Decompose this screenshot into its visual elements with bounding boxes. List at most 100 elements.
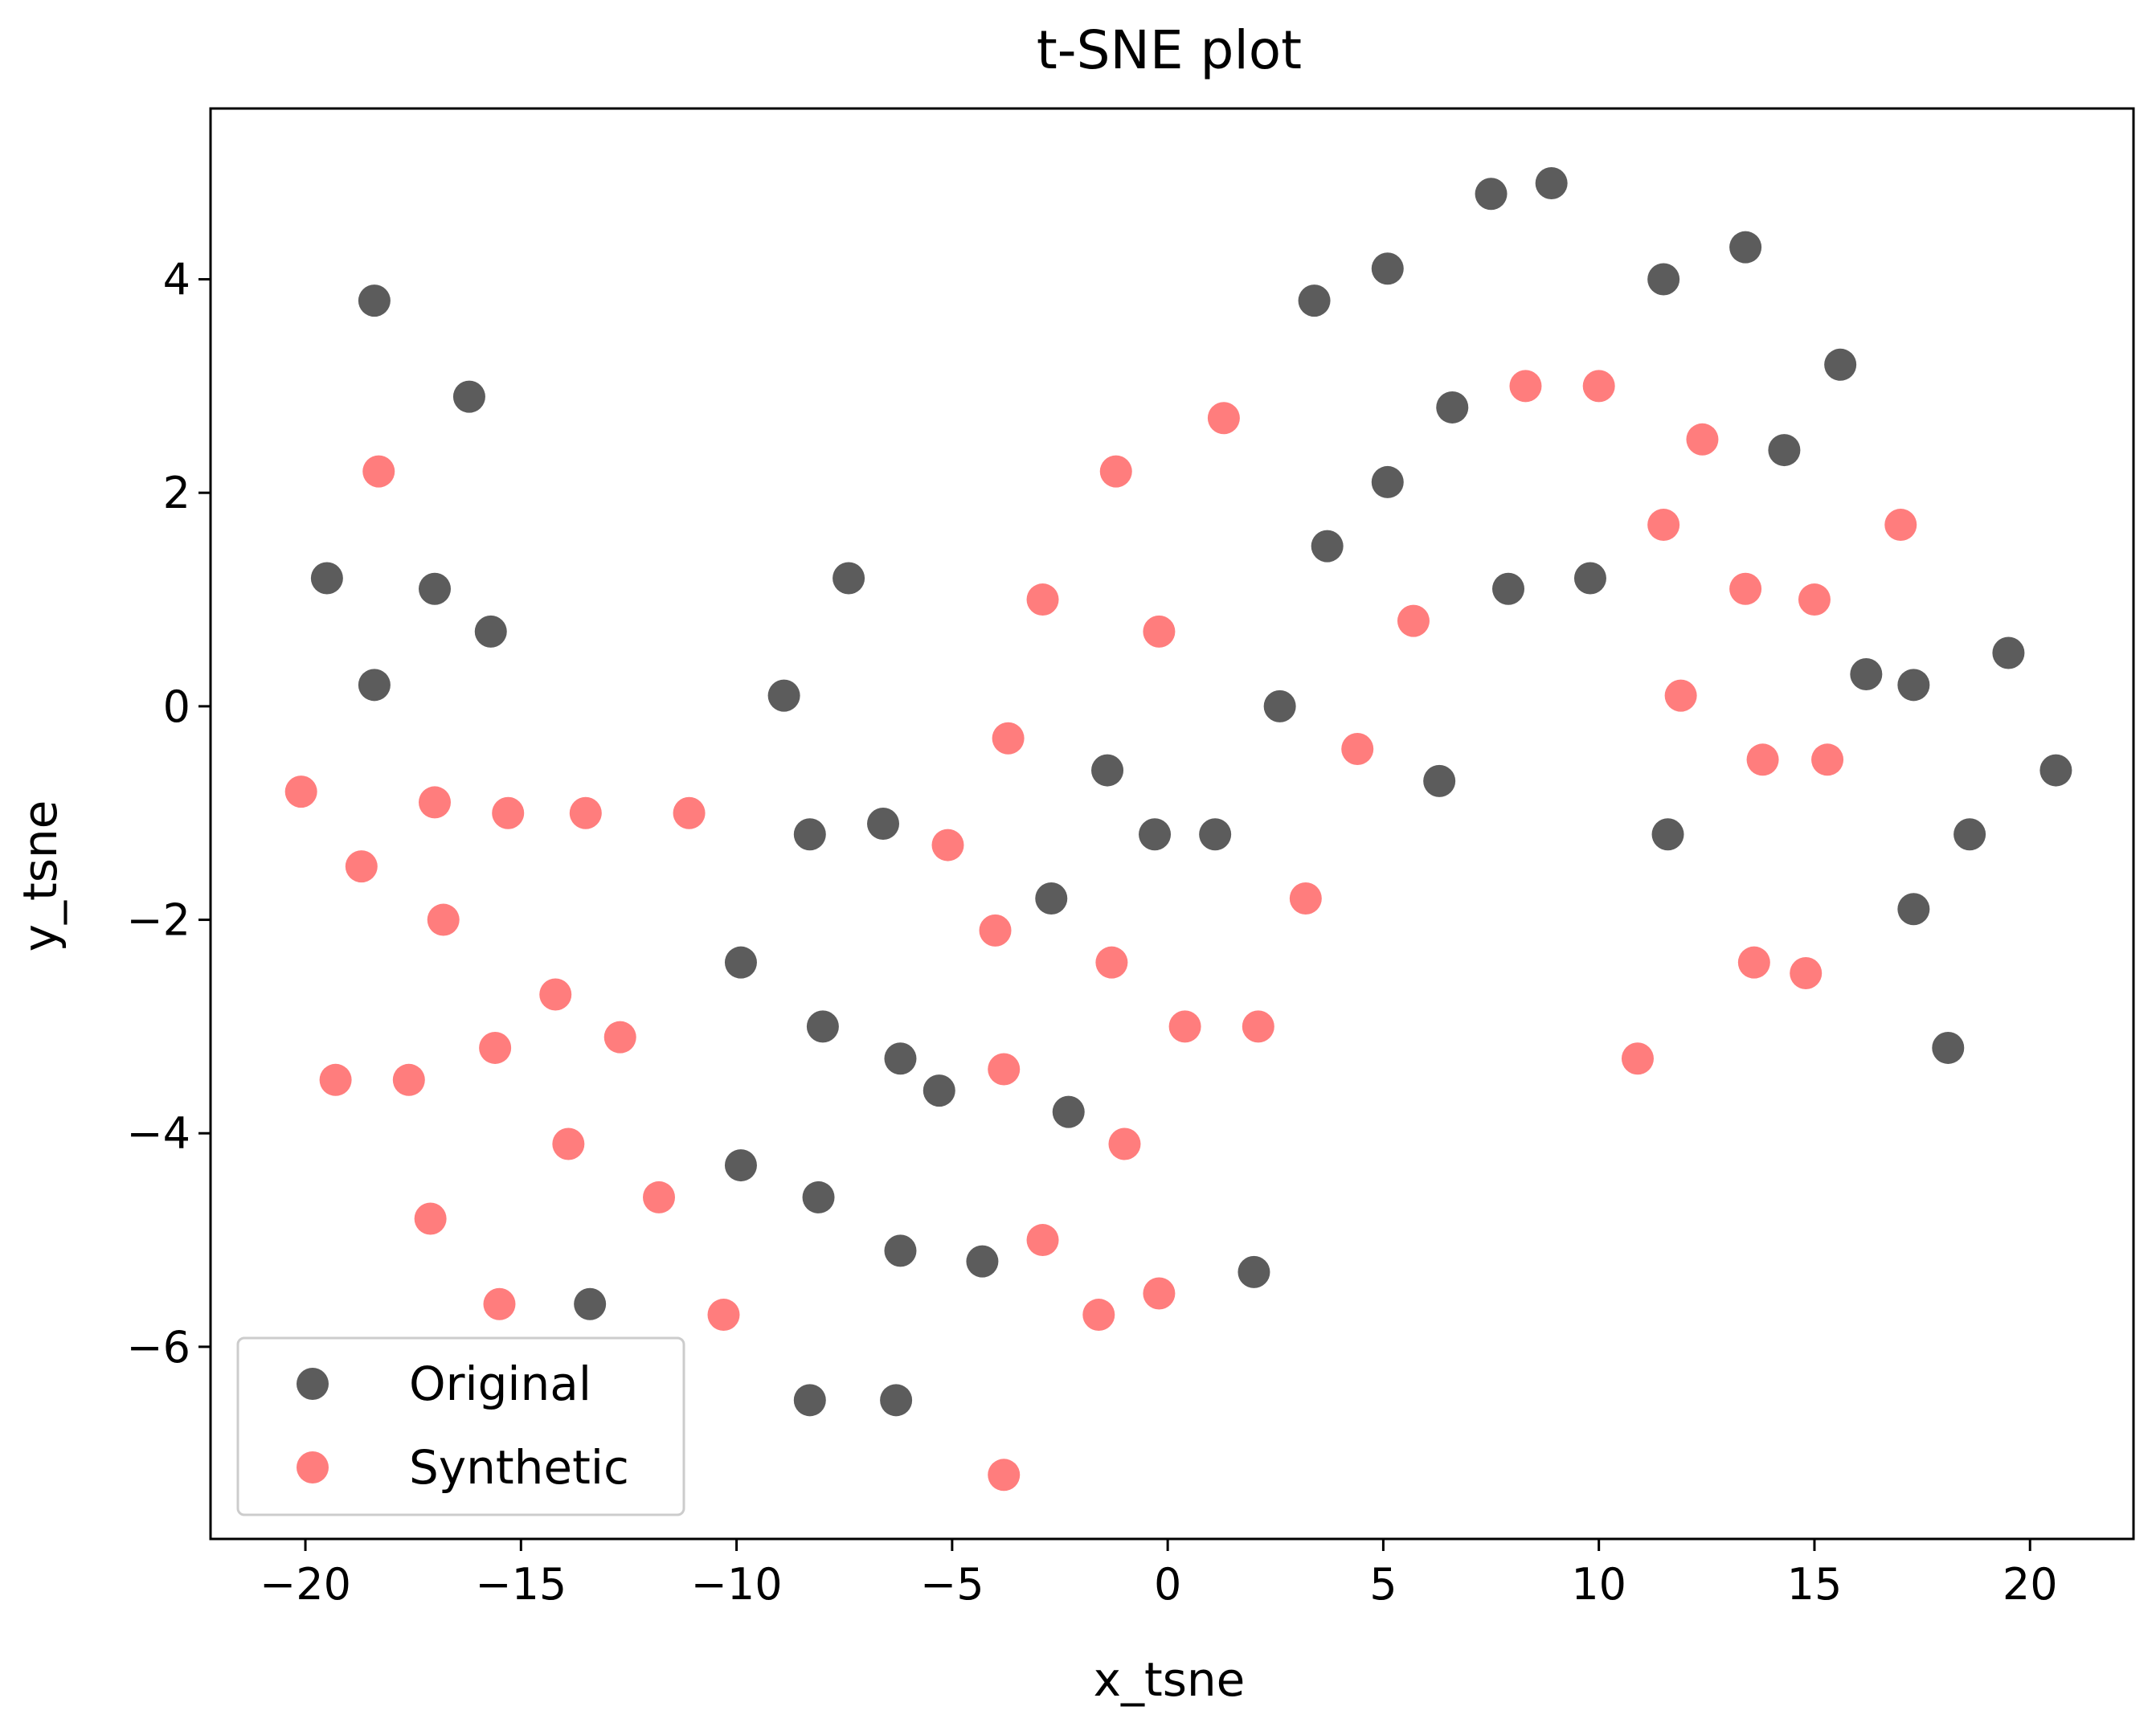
- data-point-original: [1729, 231, 1762, 264]
- data-point-synthetic: [1143, 1277, 1176, 1310]
- data-point-original: [1475, 178, 1508, 211]
- data-point-synthetic: [1746, 743, 1779, 776]
- data-point-synthetic: [414, 1202, 447, 1235]
- data-point-synthetic: [1509, 370, 1542, 403]
- y-tick-label: −4: [126, 1108, 190, 1159]
- x-tick-label: −10: [691, 1559, 783, 1610]
- data-point-original: [419, 572, 452, 605]
- data-point-original: [1824, 348, 1857, 381]
- data-point-synthetic: [1143, 615, 1176, 648]
- data-point-synthetic: [1737, 946, 1770, 979]
- data-point-synthetic: [419, 786, 452, 819]
- data-point-original: [923, 1074, 955, 1107]
- data-point-synthetic: [1647, 509, 1680, 542]
- x-tick-label: −20: [260, 1559, 351, 1610]
- data-point-original: [1850, 658, 1883, 691]
- data-point-original: [1263, 690, 1296, 722]
- data-point-original: [1492, 572, 1525, 605]
- data-point-original: [793, 818, 826, 851]
- data-point-synthetic: [1026, 1224, 1059, 1257]
- data-point-synthetic: [1099, 455, 1132, 488]
- data-point-original: [574, 1287, 607, 1320]
- data-point-synthetic: [345, 850, 378, 883]
- data-point-original: [1932, 1031, 1965, 1064]
- data-point-synthetic: [988, 1053, 1021, 1086]
- data-point-synthetic: [1108, 1127, 1141, 1160]
- x-tick-label: −5: [920, 1559, 984, 1610]
- data-point-original: [1436, 391, 1469, 424]
- data-point-original: [1052, 1095, 1085, 1128]
- data-point-original: [1311, 530, 1344, 563]
- data-point-original: [1768, 434, 1801, 467]
- data-point-synthetic: [483, 1287, 516, 1320]
- data-point-original: [884, 1042, 917, 1075]
- data-point-original: [767, 679, 800, 712]
- data-point-synthetic: [1397, 604, 1430, 637]
- data-point-original: [1651, 818, 1684, 851]
- x-tick-label: 5: [1369, 1559, 1397, 1610]
- series-original: [310, 166, 2072, 1417]
- data-point-synthetic: [988, 1459, 1021, 1492]
- series-synthetic: [284, 370, 1917, 1492]
- data-point-synthetic: [479, 1031, 512, 1064]
- data-point-original: [1238, 1255, 1270, 1288]
- x-tick-label: 15: [1787, 1559, 1843, 1610]
- data-point-original: [474, 615, 507, 648]
- data-point-synthetic: [1621, 1042, 1654, 1075]
- data-point-synthetic: [492, 796, 525, 829]
- y-tick-label: 0: [163, 681, 190, 732]
- data-point-synthetic: [979, 914, 1012, 947]
- legend: Original Synthetic: [236, 1336, 685, 1516]
- data-point-original: [1573, 562, 1606, 595]
- data-point-synthetic: [673, 796, 706, 829]
- data-point-synthetic: [1664, 679, 1697, 712]
- data-point-synthetic: [1798, 583, 1831, 616]
- data-point-original: [867, 808, 900, 840]
- data-point-synthetic: [427, 903, 460, 936]
- data-point-synthetic: [569, 796, 602, 829]
- data-point-original: [1897, 893, 1930, 926]
- data-point-synthetic: [319, 1063, 352, 1096]
- data-point-original: [1371, 252, 1404, 285]
- data-point-synthetic: [392, 1063, 425, 1096]
- data-point-synthetic: [1811, 743, 1844, 776]
- legend-box: [236, 1336, 685, 1516]
- data-point-synthetic: [1790, 956, 1823, 989]
- data-point-synthetic: [539, 978, 572, 1011]
- data-point-original: [833, 562, 865, 595]
- data-point-original: [1992, 636, 2025, 669]
- data-point-synthetic: [1207, 402, 1240, 435]
- data-point-original: [1091, 754, 1124, 787]
- data-point-synthetic: [552, 1127, 585, 1160]
- data-point-original: [793, 1384, 826, 1417]
- data-point-original: [1298, 284, 1331, 317]
- data-point-original: [1953, 818, 1986, 851]
- data-point-synthetic: [284, 775, 317, 808]
- x-tick-label: 20: [2003, 1559, 2058, 1610]
- data-point-original: [1199, 818, 1232, 851]
- data-point-original: [358, 284, 391, 317]
- data-point-synthetic: [1289, 882, 1322, 915]
- data-point-original: [2039, 754, 2072, 787]
- chart-title: t-SNE plot: [1037, 19, 1302, 81]
- data-point-original: [966, 1245, 999, 1278]
- data-point-synthetic: [1686, 423, 1719, 456]
- data-point-synthetic: [1168, 1010, 1201, 1043]
- data-point-synthetic: [603, 1021, 636, 1054]
- x-tick-label: −15: [475, 1559, 567, 1610]
- data-point-synthetic: [1242, 1010, 1274, 1043]
- y-tick-label: 4: [163, 255, 190, 305]
- data-point-original: [802, 1181, 835, 1213]
- data-point-original: [806, 1010, 839, 1043]
- data-point-synthetic: [1729, 572, 1762, 605]
- data-point-synthetic: [643, 1181, 676, 1213]
- data-point-synthetic: [1095, 946, 1128, 979]
- data-point-synthetic: [992, 722, 1025, 755]
- legend-label-synthetic: Synthetic: [409, 1440, 629, 1495]
- data-point-original: [1371, 465, 1404, 498]
- data-point-original: [724, 946, 757, 979]
- data-point-synthetic: [362, 455, 395, 488]
- legend-marker-original: [297, 1368, 329, 1400]
- data-point-original: [1035, 882, 1068, 915]
